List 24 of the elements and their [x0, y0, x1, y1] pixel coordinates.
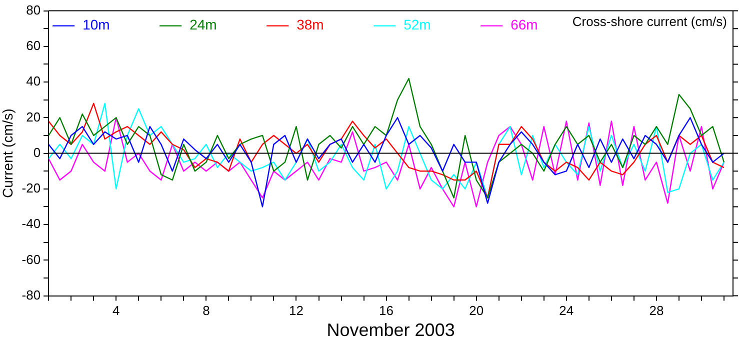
x-tick-label: 8 — [202, 303, 210, 318]
legend-label: 24m — [190, 16, 217, 33]
x-tick-label: 28 — [649, 303, 664, 318]
y-tick-label: -40 — [22, 216, 41, 232]
x-tick-label: 24 — [559, 303, 574, 318]
legend-label: 66m — [510, 16, 538, 33]
legend-label: 10m — [82, 16, 110, 33]
y-axis-title: Current (cm/s) — [0, 108, 16, 198]
y-tick-label: -60 — [22, 252, 41, 267]
y-tick-label: 60 — [26, 38, 41, 54]
y-tick-label: 0 — [33, 144, 41, 160]
y-tick-label: -20 — [22, 180, 41, 196]
y-tick-label: 80 — [26, 2, 41, 18]
legend-label: 52m — [404, 16, 431, 33]
x-tick-label: 16 — [379, 303, 394, 318]
x-tick-label: 12 — [289, 303, 304, 318]
x-tick-label: 4 — [112, 303, 120, 318]
legend-label: 38m — [296, 16, 324, 33]
x-tick-label: 20 — [469, 303, 484, 318]
chart-title: Cross-shore current (cm/s) — [572, 14, 727, 29]
y-tick-label: 20 — [26, 109, 41, 124]
x-axis-title: November 2003 — [326, 320, 455, 340]
y-tick-label: 40 — [26, 74, 41, 89]
y-tick-label: -80 — [22, 287, 41, 302]
